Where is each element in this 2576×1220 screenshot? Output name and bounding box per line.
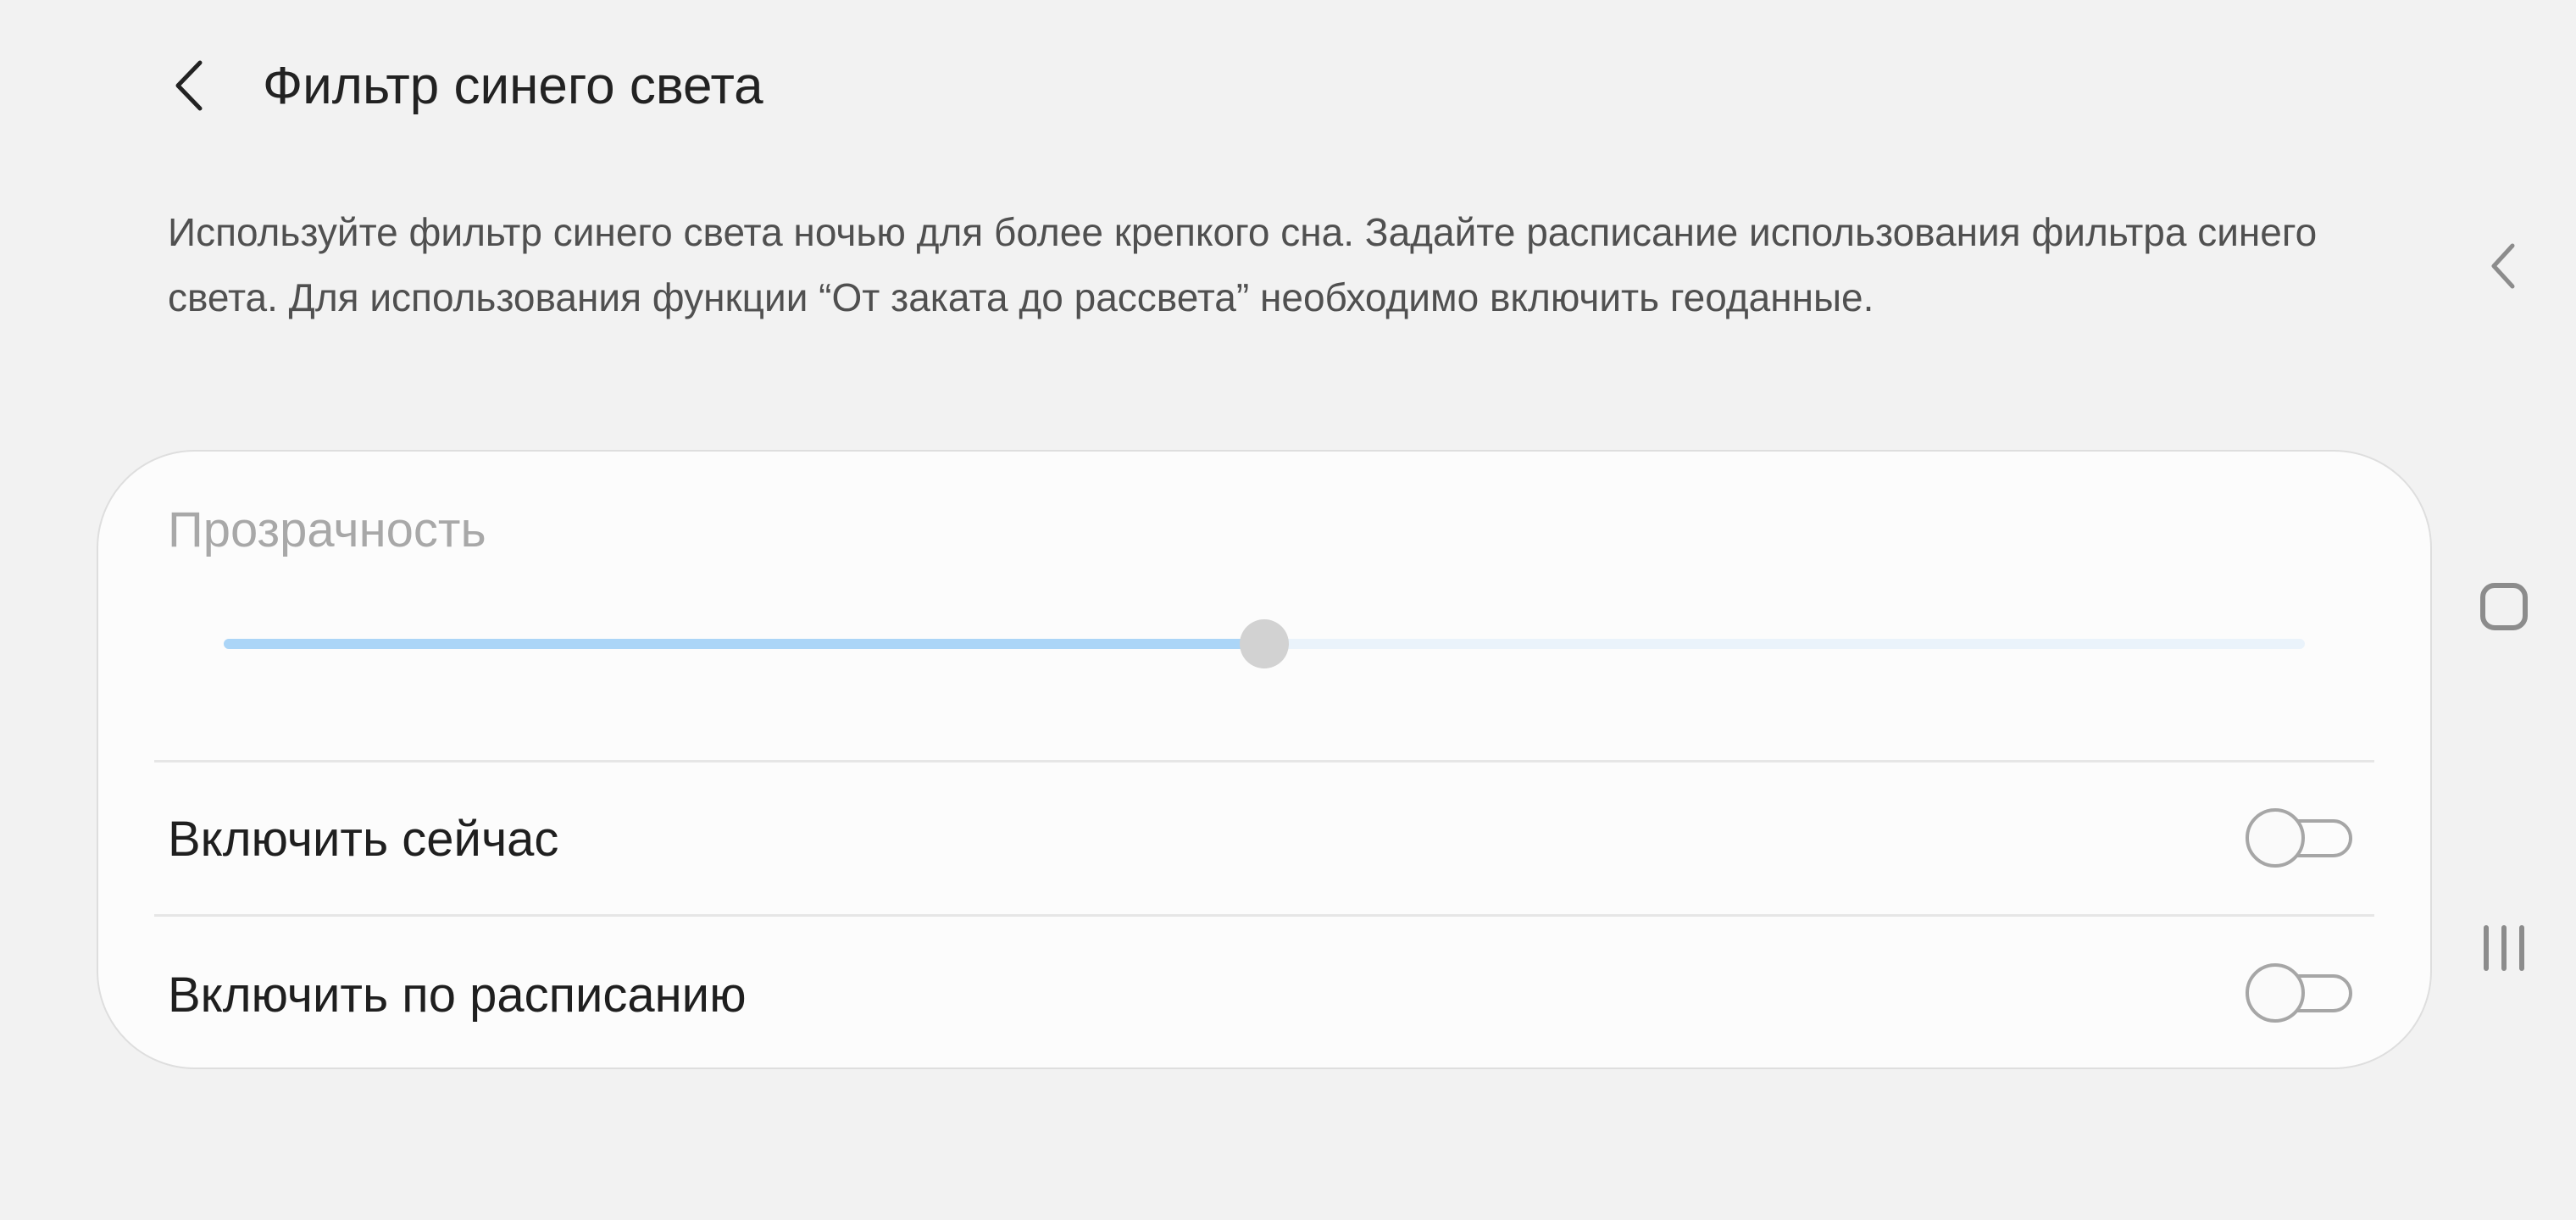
back-button[interactable] bbox=[166, 58, 217, 114]
page-title: Фильтр синего света bbox=[263, 57, 763, 115]
divider bbox=[154, 914, 2374, 917]
turn-on-now-label: Включить сейчас bbox=[168, 812, 559, 867]
chevron-left-icon bbox=[175, 60, 203, 111]
opacity-slider-fill bbox=[224, 639, 1264, 649]
description-text: Используйте фильтр синего света ночью дл… bbox=[168, 210, 2318, 319]
opacity-slider-thumb[interactable] bbox=[1240, 619, 1289, 668]
nav-home-icon[interactable] bbox=[2470, 573, 2538, 640]
divider bbox=[154, 760, 2374, 762]
nav-back-icon[interactable] bbox=[2470, 232, 2538, 300]
nav-recents-icon[interactable] bbox=[2470, 914, 2538, 982]
turn-on-scheduled-toggle[interactable] bbox=[2244, 963, 2354, 1023]
opacity-label: Прозрачность bbox=[168, 502, 486, 557]
settings-card bbox=[97, 450, 2432, 1069]
turn-on-now-toggle[interactable] bbox=[2244, 808, 2354, 868]
turn-on-scheduled-label: Включить по расписанию bbox=[168, 968, 747, 1023]
